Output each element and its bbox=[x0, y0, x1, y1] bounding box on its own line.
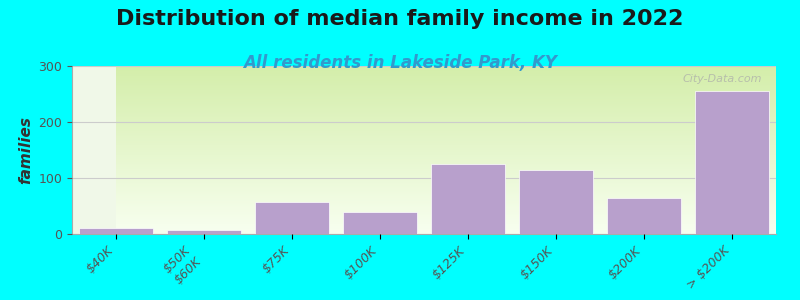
Bar bbox=[342, 212, 418, 234]
Text: Distribution of median family income in 2022: Distribution of median family income in … bbox=[116, 9, 684, 29]
Bar bbox=[78, 228, 154, 234]
Y-axis label: families: families bbox=[18, 116, 33, 184]
Bar bbox=[606, 198, 682, 234]
Text: All residents in Lakeside Park, KY: All residents in Lakeside Park, KY bbox=[243, 54, 557, 72]
Bar bbox=[254, 202, 330, 234]
Bar bbox=[430, 164, 506, 234]
Bar bbox=[166, 230, 242, 234]
Bar bbox=[694, 91, 770, 234]
Bar bbox=[518, 169, 594, 234]
Text: City-Data.com: City-Data.com bbox=[682, 74, 762, 84]
